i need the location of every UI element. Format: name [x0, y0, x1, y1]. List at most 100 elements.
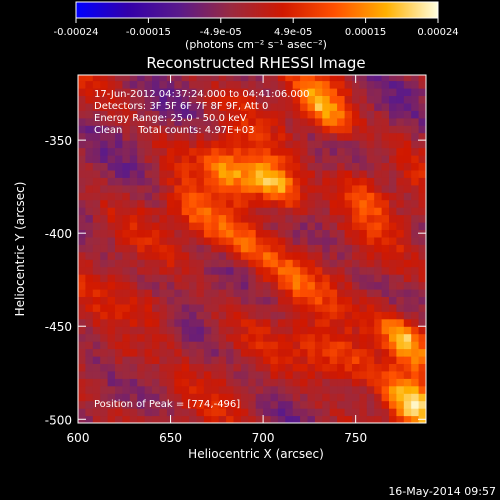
heatmap-cell	[174, 75, 183, 82]
heatmap-cell	[344, 363, 353, 372]
heatmap-cell	[403, 88, 412, 96]
heatmap-cell	[129, 311, 138, 320]
heatmap-cell	[159, 281, 168, 290]
heatmap-cell	[292, 244, 301, 253]
heatmap-cell	[218, 251, 227, 260]
heatmap-cell	[166, 147, 175, 156]
heatmap-cell	[285, 370, 294, 379]
heatmap-cell	[270, 95, 279, 104]
heatmap-cell	[144, 184, 153, 193]
heatmap-cell	[218, 214, 227, 223]
heatmap-cell	[226, 80, 235, 89]
heatmap-cell	[189, 102, 198, 111]
heatmap-cell	[263, 192, 272, 201]
heatmap-cell	[211, 348, 220, 357]
heatmap-cell	[248, 393, 257, 402]
heatmap-cell	[411, 244, 420, 253]
heatmap-cell	[418, 184, 426, 193]
heatmap-cell	[240, 222, 249, 230]
heatmap-cell	[144, 281, 153, 290]
heatmap-cell	[129, 95, 138, 104]
heatmap-cell	[322, 192, 331, 201]
heatmap-cell	[152, 177, 160, 186]
heatmap-cell	[152, 75, 160, 82]
heatmap-cell	[396, 251, 405, 260]
heatmap-cell	[255, 341, 264, 350]
heatmap-cell	[418, 80, 426, 89]
heatmap-cell	[211, 356, 220, 364]
heatmap-cell	[181, 259, 190, 268]
heatmap-cell	[107, 326, 116, 335]
heatmap-cell	[196, 251, 205, 260]
heatmap-cell	[248, 326, 257, 335]
heatmap-cell	[129, 318, 138, 327]
heatmap-cell	[240, 132, 249, 141]
heatmap-cell	[337, 140, 346, 149]
heatmap-cell	[92, 251, 101, 260]
heatmap-cell	[159, 348, 168, 357]
heatmap-cell	[189, 385, 198, 394]
heatmap-cell	[240, 393, 249, 402]
heatmap-cell	[85, 259, 94, 268]
heatmap-cell	[270, 259, 279, 268]
heatmap-cell	[189, 415, 198, 423]
heatmap-cell	[233, 236, 242, 245]
heatmap-cell	[329, 348, 338, 357]
heatmap-cell	[307, 415, 316, 423]
heatmap-cell	[92, 102, 101, 111]
heatmap-cell	[352, 192, 360, 201]
heatmap-cell	[263, 110, 272, 119]
heatmap-cell	[196, 177, 205, 186]
heatmap-cell	[85, 281, 94, 290]
heatmap-cell	[389, 75, 397, 82]
heatmap-cell	[218, 400, 227, 409]
heatmap-cell	[226, 117, 235, 126]
heatmap-cell	[159, 370, 168, 379]
heatmap-cell	[374, 184, 383, 193]
heatmap-cell	[344, 184, 353, 193]
heatmap-cell	[307, 244, 316, 253]
heatmap-cell	[381, 125, 390, 134]
heatmap-cell	[233, 102, 242, 111]
heatmap-cell	[189, 95, 198, 104]
heatmap-cell	[218, 274, 227, 283]
heatmap-cell	[314, 162, 323, 171]
heatmap-cell	[344, 155, 353, 163]
heatmap-cell	[255, 132, 264, 141]
heatmap-cell	[255, 199, 264, 208]
heatmap-cell	[174, 125, 183, 134]
heatmap-cell	[92, 222, 101, 230]
heatmap-cell	[337, 169, 346, 178]
heatmap-cell	[248, 259, 257, 268]
heatmap-cell	[129, 356, 138, 364]
heatmap-cell	[403, 117, 412, 126]
heatmap-cell	[314, 229, 323, 238]
heatmap-cell	[107, 393, 116, 402]
heatmap-cell	[322, 169, 331, 178]
heatmap-cell	[314, 289, 323, 297]
heatmap-cell	[352, 229, 360, 238]
heatmap-cell	[211, 318, 220, 327]
heatmap-cell	[300, 214, 309, 223]
heatmap-cell	[159, 378, 168, 387]
heatmap-cell	[352, 155, 360, 163]
heatmap-cell	[248, 207, 257, 216]
heatmap-cell	[218, 266, 227, 275]
heatmap-cell	[174, 88, 183, 96]
heatmap-cell	[329, 266, 338, 275]
heatmap-cell	[381, 117, 390, 126]
heatmap-cell	[285, 162, 294, 171]
heatmap-cell	[189, 363, 198, 372]
heatmap-cell	[403, 408, 412, 417]
heatmap-cell	[233, 229, 242, 238]
heatmap-cell	[226, 132, 235, 141]
heatmap-cell	[396, 281, 405, 290]
heatmap-cell	[366, 266, 375, 275]
heatmap-cell	[115, 80, 123, 89]
heatmap-cell	[277, 311, 286, 320]
heatmap-cell	[100, 132, 109, 141]
heatmap-cell	[277, 385, 286, 394]
heatmap-cell	[122, 192, 131, 201]
heatmap-cell	[181, 378, 190, 387]
heatmap-cell	[359, 80, 368, 89]
